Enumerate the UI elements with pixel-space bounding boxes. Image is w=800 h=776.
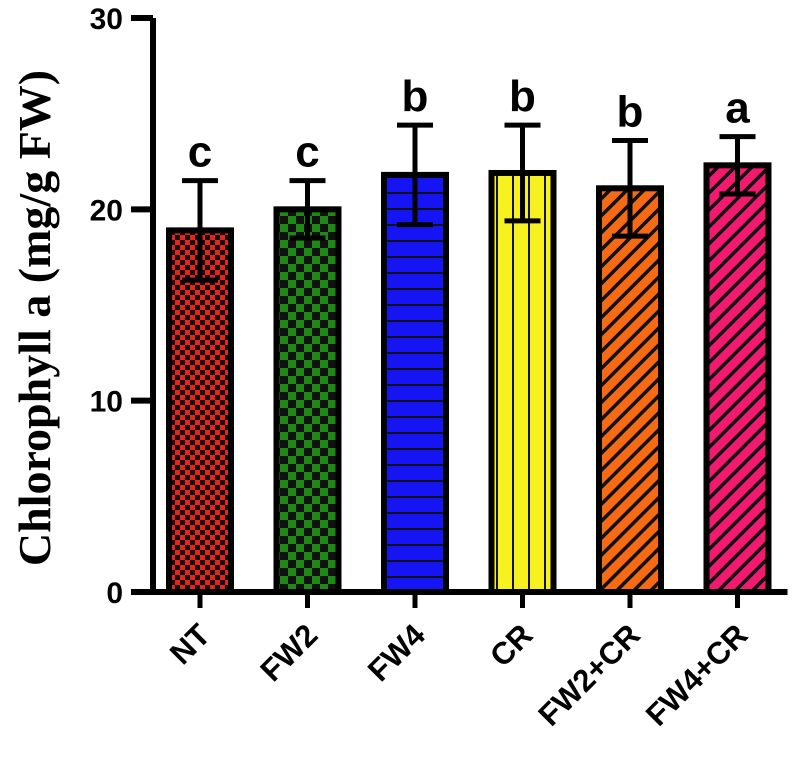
x-tick-label-FW2+CR: FW2+CR — [531, 617, 646, 732]
y-tick-label-30: 30 — [90, 3, 123, 36]
y-tick-label-20: 20 — [90, 194, 123, 227]
y-tick-label-10: 10 — [90, 386, 123, 419]
significance-label-NT: c — [188, 128, 212, 177]
error-bar-FW2 — [289, 178, 326, 241]
bar-CR — [488, 169, 557, 595]
error-bar-CR — [504, 122, 541, 224]
y-axis-title: Chlorophyll a (mg/g FW) — [9, 70, 60, 566]
x-tick-label-FW2: FW2 — [253, 617, 324, 688]
significance-label-FW2: c — [295, 128, 319, 177]
significance-label-FW4+CR: a — [725, 84, 750, 133]
x-tick-label-NT: NT — [163, 617, 217, 671]
error-bar-FW4 — [397, 122, 433, 228]
error-bar-FW2+CR — [612, 137, 648, 239]
error-bar-NT — [182, 178, 218, 283]
bar-FW4 — [381, 171, 449, 595]
significance-label-CR: b — [509, 72, 536, 121]
bar-FW4+CR — [703, 162, 772, 595]
significance-label-FW2+CR: b — [617, 87, 644, 136]
bar-FW2 — [273, 206, 342, 595]
error-bar-FW4+CR — [719, 134, 756, 197]
x-tick-label-FW4: FW4 — [361, 617, 433, 689]
bar-NT — [166, 227, 234, 595]
y-tick-label-0: 0 — [106, 577, 123, 610]
x-tick-label-FW4+CR: FW4+CR — [639, 617, 754, 732]
bar-FW2+CR — [596, 185, 664, 596]
significance-label-FW4: b — [402, 72, 429, 121]
x-tick-label-CR: CR — [483, 617, 539, 673]
